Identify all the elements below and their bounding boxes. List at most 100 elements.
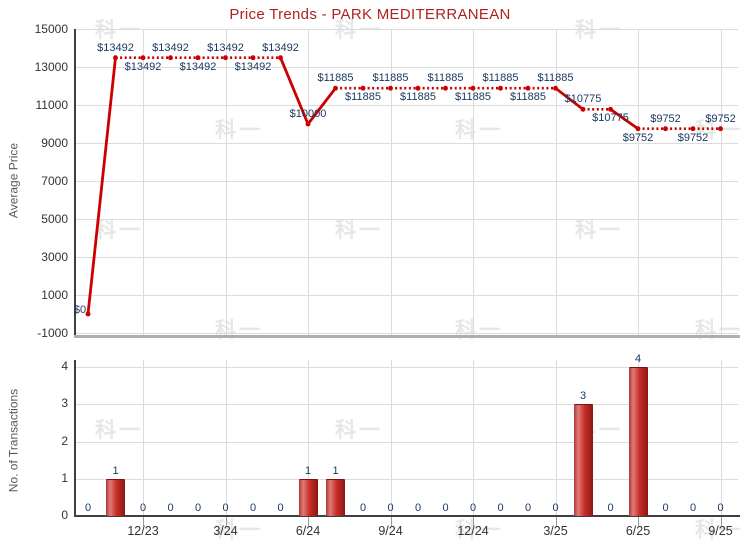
y-axis-tick-label: 0 xyxy=(61,508,68,522)
x-axis-tickmark xyxy=(555,517,557,526)
y-axis-tick-label: 11000 xyxy=(35,98,68,112)
price-point-label: $11885 xyxy=(372,72,409,85)
price-point-label: $13492 xyxy=(152,41,189,54)
gridline-horizontal xyxy=(76,143,738,144)
y-axis-line xyxy=(74,29,76,336)
transaction-count-label: 0 xyxy=(497,502,504,514)
gridline-horizontal xyxy=(76,219,738,220)
line-segment-solid xyxy=(86,57,117,315)
price-point-label: $11885 xyxy=(317,72,354,85)
transaction-bar xyxy=(106,478,125,517)
gridline-vertical xyxy=(143,29,144,335)
data-point-marker xyxy=(525,85,531,91)
y-axis-title-transactions: No. of Transactions xyxy=(6,388,21,493)
watermark-text: 科一 xyxy=(95,419,143,442)
transaction-count-label: 0 xyxy=(387,502,394,514)
y-axis-tick-label: 2 xyxy=(61,433,68,448)
transaction-count-label: 0 xyxy=(607,502,614,514)
x-axis-tick-label: 12/24 xyxy=(457,524,489,538)
price-point-label: $13492 xyxy=(262,41,299,54)
gridline-vertical xyxy=(143,360,144,516)
gridline-vertical xyxy=(308,29,309,335)
gridline-vertical xyxy=(473,360,474,516)
price-point-label: $9752 xyxy=(677,131,709,144)
watermark-text: 科一 xyxy=(455,519,503,542)
y-axis-tick-label: 5000 xyxy=(41,212,68,226)
data-point-marker xyxy=(113,55,118,61)
transaction-count-label: 0 xyxy=(139,502,147,514)
data-point-marker xyxy=(580,106,586,112)
y-axis-tick-label: 1 xyxy=(61,470,68,485)
x-axis-tick-label: 6/25 xyxy=(625,524,651,538)
price-point-label: $13492 xyxy=(124,60,162,73)
data-point-marker xyxy=(195,55,201,61)
watermark-text: 科一 xyxy=(455,319,503,342)
gridline-horizontal xyxy=(76,181,738,182)
price-point-label: $11885 xyxy=(455,91,491,104)
x-axis-tick-label: 6/24 xyxy=(295,524,321,538)
transaction-bar xyxy=(326,478,345,517)
watermark-text: 科一 xyxy=(335,219,383,242)
transaction-bar xyxy=(573,404,593,517)
gridline-horizontal xyxy=(76,67,738,68)
y-axis-tick-label: 7000 xyxy=(41,174,68,188)
y-axis-tick-label: 3000 xyxy=(41,250,68,264)
watermark-text: 科一 xyxy=(335,19,383,42)
price-point-label: $10775 xyxy=(564,93,602,106)
y-axis-tick-label: 13000 xyxy=(34,60,68,74)
gridline-vertical xyxy=(720,29,722,335)
data-point-marker xyxy=(168,55,173,61)
data-point-marker xyxy=(415,85,421,91)
x-axis-tickmark xyxy=(225,517,227,526)
gridline-horizontal xyxy=(76,404,738,406)
data-point-marker xyxy=(360,85,366,91)
gridline-horizontal xyxy=(76,29,738,30)
transaction-count-label: 0 xyxy=(552,502,559,514)
x-axis-tick-label: 3/24 xyxy=(213,524,238,538)
x-axis-tickmark xyxy=(473,517,474,526)
gridline-vertical xyxy=(720,360,722,516)
chart-title: Price Trends - PARK MEDITERRANEAN xyxy=(229,6,511,23)
x-axis-line xyxy=(74,515,740,517)
gridline-vertical xyxy=(555,29,557,335)
price-point-label: $13492 xyxy=(97,41,134,54)
watermark-text: 科一 xyxy=(95,19,143,42)
watermark-text: 科一 xyxy=(695,119,740,142)
price-point-label: $11885 xyxy=(510,91,546,104)
gridline-vertical xyxy=(225,29,227,335)
watermark-text: 科一 xyxy=(215,119,263,142)
data-point-marker xyxy=(85,311,91,317)
gridline-horizontal xyxy=(76,367,738,368)
x-axis-tick-label: 9/24 xyxy=(378,524,403,538)
gridline-vertical xyxy=(555,360,557,516)
gridline-horizontal xyxy=(76,478,738,480)
data-point-marker xyxy=(443,85,448,91)
price-point-label: $10000 xyxy=(289,108,327,120)
price-point-label: $9752 xyxy=(650,112,681,125)
data-point-marker xyxy=(333,85,338,91)
y-axis-tick-label: 3 xyxy=(61,396,68,411)
y-axis-tick-label: 1000 xyxy=(41,288,68,302)
transaction-count-label: 0 xyxy=(717,502,724,514)
watermark-text: 科一 xyxy=(215,319,263,342)
price-point-label: $11885 xyxy=(400,91,436,104)
watermark-text: 科一 xyxy=(575,19,623,42)
x-axis-tick-label: 3/25 xyxy=(543,524,568,538)
y-axis-tick-label: 9000 xyxy=(41,136,68,150)
gridline-vertical xyxy=(473,29,474,335)
gridline-vertical xyxy=(638,29,639,335)
watermark-text: 科一 xyxy=(455,119,503,142)
transaction-count-label: 0 xyxy=(469,502,477,514)
transaction-count-label: 0 xyxy=(442,502,449,514)
transaction-count-label: 3 xyxy=(579,390,587,403)
price-point-label: $13492 xyxy=(179,60,217,73)
gridline-vertical xyxy=(390,29,392,335)
price-point-label: $0 xyxy=(73,304,87,316)
gridline-horizontal xyxy=(76,105,738,106)
x-axis-tick-label: 9/25 xyxy=(708,524,733,538)
transaction-count-label: 1 xyxy=(112,464,119,477)
price-point-label: $11885 xyxy=(345,91,381,104)
data-point-marker xyxy=(278,55,283,61)
x-axis-tick-label: 12/23 xyxy=(127,524,159,538)
transaction-count-label: 0 xyxy=(662,502,669,514)
